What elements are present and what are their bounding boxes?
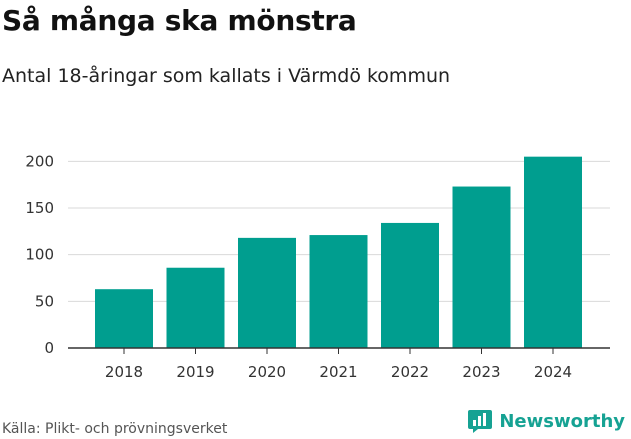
y-tick-label: 100 [25,246,54,264]
y-tick-label: 200 [25,152,54,170]
y-tick-label: 0 [44,339,54,357]
x-tick-label: 2018 [105,363,143,381]
bar-2018[interactable] [95,289,153,348]
x-tick-label: 2023 [462,363,500,381]
newsworthy-logo-icon [468,410,493,433]
bar-2023[interactable] [452,186,511,348]
bar-2022[interactable] [381,222,439,348]
chart-title: Så många ska mönstra [2,4,357,37]
y-tick-label: 50 [35,292,54,310]
y-tick-label: 150 [25,199,54,217]
bars [95,156,582,348]
brand-name: Newsworthy [499,410,625,432]
bar-2019[interactable] [166,267,225,348]
brand-logo[interactable]: Newsworthy [467,408,625,434]
x-tick-label: 2020 [248,363,286,381]
bar-2024[interactable] [524,156,582,348]
x-tick-label: 2021 [319,363,357,381]
bar-2020[interactable] [238,237,296,348]
x-tick-label: 2022 [391,363,429,381]
x-tick-label: 2024 [534,363,572,381]
chart-subtitle: Antal 18-åringar som kallats i Värmdö ko… [2,65,451,87]
axes: 0 50 100 150 200 2018 2019 2020 2021 2022 2023 2024 [25,152,610,381]
bar-2021[interactable] [309,235,368,348]
source-note: Källa: Plikt- och prövningsverket [2,421,228,437]
x-tick-label: 2019 [176,363,214,381]
